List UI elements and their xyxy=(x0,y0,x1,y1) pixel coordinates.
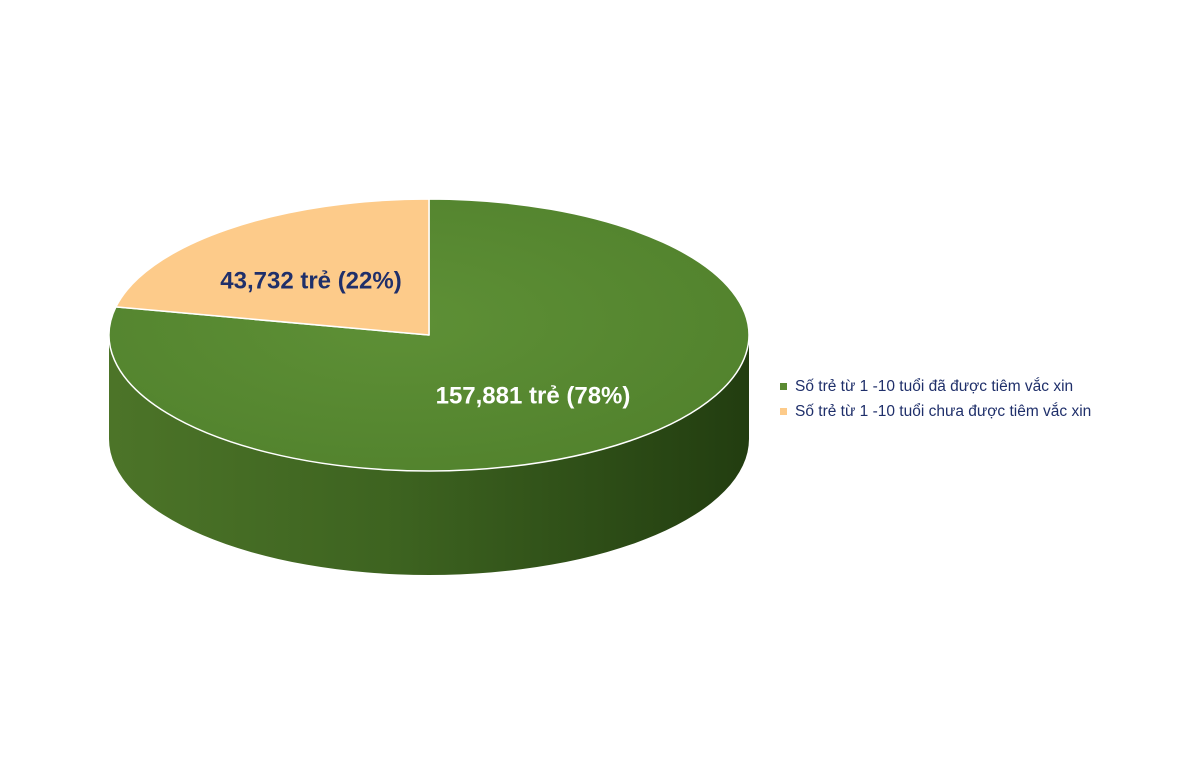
legend-swatch-vaccinated xyxy=(780,383,787,390)
legend-label-vaccinated: Số trẻ từ 1 -10 tuổi đã được tiêm vắc xi… xyxy=(795,377,1074,395)
pie-side-wall xyxy=(109,335,749,575)
pie-data-labels: 157,881 trẻ (78%) 43,732 trẻ (22%) xyxy=(220,267,630,409)
legend-item-unvaccinated: Số trẻ từ 1 -10 tuổi chưa được tiêm vắc … xyxy=(780,399,1091,424)
legend: Số trẻ từ 1 -10 tuổi đã được tiêm vắc xi… xyxy=(780,374,1091,424)
legend-swatch-unvaccinated xyxy=(780,408,787,415)
legend-item-vaccinated: Số trẻ từ 1 -10 tuổi đã được tiêm vắc xi… xyxy=(780,374,1091,399)
pie-slice-1 xyxy=(115,198,430,336)
data-label-1: 43,732 trẻ (22%) xyxy=(220,267,401,294)
pie-top-face xyxy=(108,198,750,472)
data-label-0: 157,881 trẻ (78%) xyxy=(436,382,631,409)
pie-side-segment-0-0 xyxy=(109,335,749,575)
legend-label-unvaccinated: Số trẻ từ 1 -10 tuổi chưa được tiêm vắc … xyxy=(795,402,1092,420)
